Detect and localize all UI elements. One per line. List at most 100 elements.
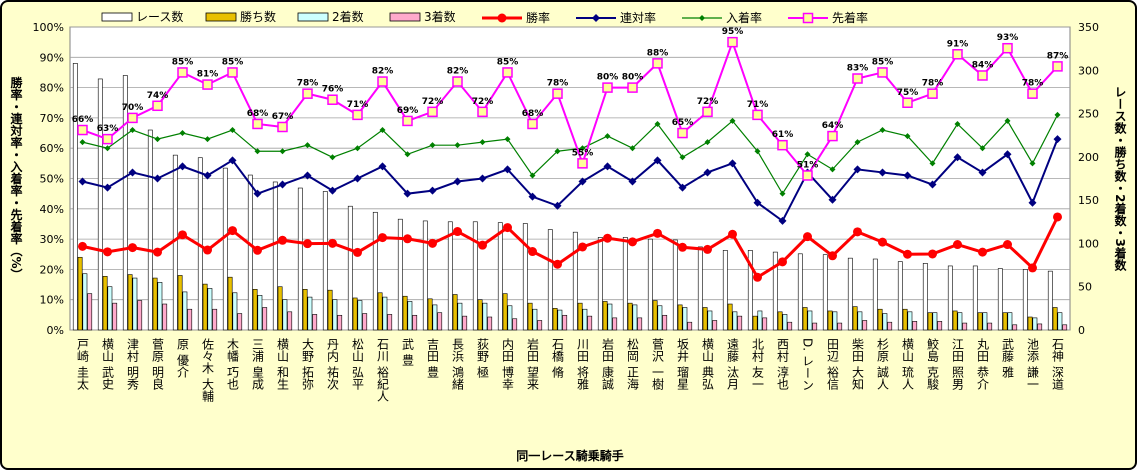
x-tick-label: 鮫島 克駿 — [926, 337, 940, 391]
data-point — [954, 120, 961, 127]
bar — [882, 313, 888, 331]
data-point — [802, 170, 813, 181]
data-point — [852, 73, 863, 84]
y-axis-right-title: レース数・勝ち数・2着数・3着数 — [1113, 86, 1127, 271]
data-point — [402, 115, 413, 127]
data-label: 78% — [297, 79, 319, 89]
x-tick-label: 岩田 康誠 — [601, 337, 615, 391]
bar — [797, 253, 803, 331]
data-point — [503, 223, 512, 233]
data-point — [804, 151, 811, 158]
data-point — [428, 186, 437, 195]
data-point — [153, 174, 162, 183]
x-tick-label: 横山 典弘 — [701, 338, 715, 390]
bar — [647, 238, 653, 331]
data-label: 85% — [497, 57, 519, 67]
data-point — [379, 127, 386, 134]
data-point — [154, 136, 161, 143]
data-label: 68% — [522, 109, 544, 119]
bar — [397, 218, 403, 331]
x-tick-label: 武藤 雅 — [1001, 338, 1015, 378]
bar — [772, 251, 778, 331]
bar — [177, 275, 183, 331]
data-label: 72% — [697, 97, 719, 107]
bar — [162, 303, 168, 331]
data-point — [328, 238, 337, 248]
data-point — [1027, 88, 1038, 99]
bar — [462, 315, 468, 331]
data-point — [754, 148, 761, 155]
bar — [112, 302, 118, 331]
y-right-tick-label: 350 — [1078, 21, 1099, 34]
data-point — [627, 82, 638, 93]
data-point — [103, 183, 112, 192]
legend-label: 先着率 — [832, 10, 868, 25]
data-point — [853, 227, 862, 237]
data-point — [552, 88, 563, 99]
bar — [322, 191, 328, 331]
x-tick-label: 田辺 裕信 — [826, 338, 840, 390]
bar — [997, 268, 1003, 331]
x-tick-label: 江田 照男 — [951, 338, 965, 390]
data-point — [702, 106, 713, 118]
data-label: 85% — [222, 57, 244, 67]
data-point — [728, 229, 737, 239]
bar — [572, 231, 578, 331]
data-point — [228, 226, 237, 236]
data-point — [228, 156, 237, 165]
bar — [187, 308, 193, 331]
x-tick-label: 石神 深道 — [1051, 338, 1065, 390]
y-right-tick-label: 50 — [1078, 281, 1092, 294]
data-point — [603, 233, 612, 243]
bar — [152, 277, 158, 331]
data-point — [178, 162, 187, 171]
data-point — [403, 189, 412, 198]
x-tick-label: D. レーン — [801, 338, 815, 391]
bar — [587, 315, 593, 331]
bar — [287, 311, 293, 331]
data-point — [579, 145, 586, 152]
bar — [637, 317, 643, 331]
data-point — [979, 145, 986, 152]
legend-swatch — [101, 12, 133, 22]
data-point — [1052, 61, 1063, 72]
data-point — [703, 168, 712, 177]
data-point — [978, 168, 987, 177]
data-point — [878, 237, 887, 247]
bar — [497, 222, 503, 331]
bar — [902, 308, 908, 331]
bar — [777, 311, 783, 331]
data-point — [178, 230, 187, 240]
data-label: 71% — [747, 100, 769, 110]
data-point — [1053, 212, 1062, 222]
bar — [122, 75, 128, 331]
bar — [252, 289, 258, 331]
legend-swatch — [205, 12, 237, 22]
bar — [947, 265, 953, 331]
data-point — [877, 67, 888, 78]
legend-label: 勝率 — [526, 10, 550, 25]
legend: レース数 勝ち数 2着数 3着数 勝率 連対率 入着率 先着率 — [101, 9, 868, 25]
data-point — [277, 121, 288, 133]
series-line — [82, 39, 1059, 178]
bar — [277, 286, 283, 331]
bar — [722, 250, 728, 331]
bar — [1037, 323, 1043, 331]
bar — [552, 308, 558, 331]
data-point — [704, 139, 711, 146]
bar — [382, 296, 388, 331]
bar — [932, 312, 938, 331]
bar — [457, 302, 463, 331]
x-tick-label: 武 豊 — [401, 338, 415, 366]
bar — [402, 295, 408, 331]
data-point — [278, 180, 287, 189]
bar — [927, 312, 933, 331]
y-right-tick-label: 100 — [1078, 237, 1099, 250]
bar — [272, 181, 278, 331]
bar — [387, 314, 393, 331]
data-point — [752, 109, 763, 121]
data-point — [978, 247, 987, 257]
data-point — [952, 49, 963, 60]
bar — [1007, 312, 1013, 331]
legend-label: レース数 — [136, 9, 183, 24]
